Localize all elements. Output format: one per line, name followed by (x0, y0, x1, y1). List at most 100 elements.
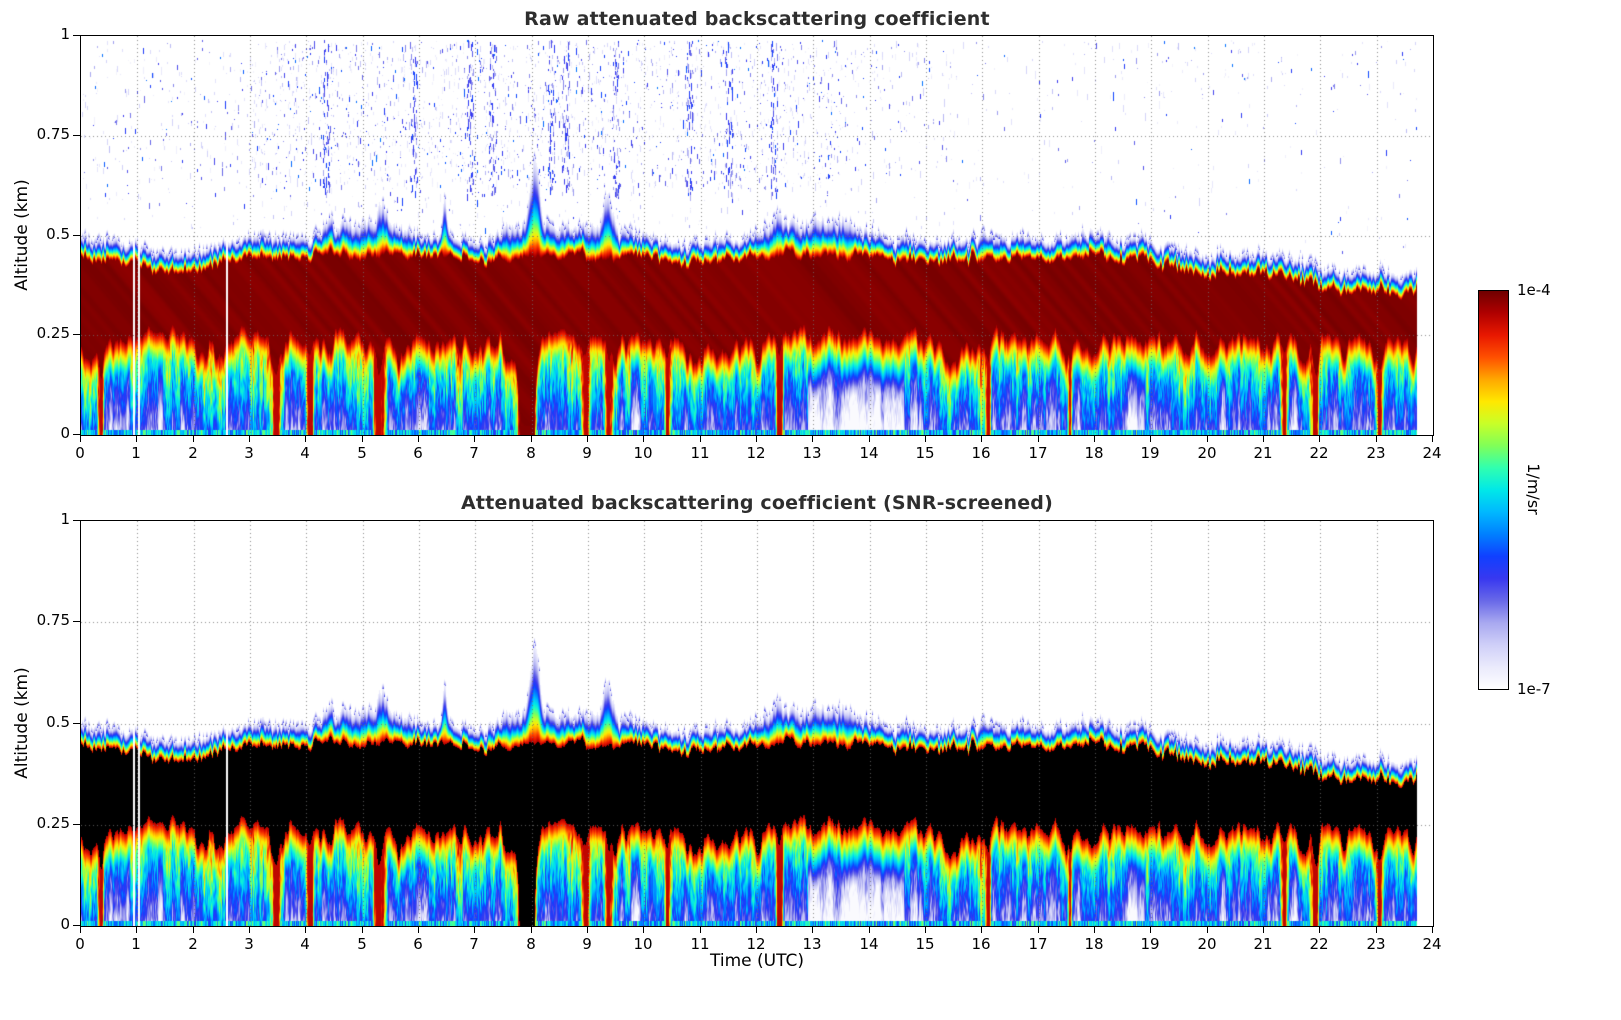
x-tick-mark (1207, 927, 1208, 933)
x-tick-mark (80, 436, 81, 442)
x-tick-label: 13 (802, 444, 822, 462)
y-tick-label: 0.75 (36, 125, 70, 143)
x-tick-label: 16 (971, 444, 991, 462)
x-tick-label: 11 (690, 935, 710, 953)
x-tick-label: 12 (746, 935, 766, 953)
x-tick-mark (587, 927, 588, 933)
x-tick-mark (362, 436, 363, 442)
x-tick-label: 18 (1084, 444, 1104, 462)
x-tick-mark (418, 436, 419, 442)
x-tick-label: 7 (469, 935, 479, 953)
x-tick-label: 15 (915, 935, 935, 953)
x-tick-mark (1150, 927, 1151, 933)
x-tick-mark (812, 927, 813, 933)
x-tick-mark (981, 927, 982, 933)
colorbar-min-label: 1e-7 (1517, 680, 1551, 698)
x-tick-mark (80, 927, 81, 933)
raw-plot-area (80, 35, 1434, 436)
x-tick-label: 13 (802, 935, 822, 953)
x-tick-label: 7 (469, 444, 479, 462)
x-tick-label: 14 (859, 935, 879, 953)
x-tick-label: 4 (300, 444, 310, 462)
x-tick-mark (700, 436, 701, 442)
x-tick-mark (1038, 436, 1039, 442)
colorbar-unit-label: 1/m/sr (1524, 463, 1543, 515)
colorbar (1478, 290, 1509, 690)
x-tick-mark (1207, 436, 1208, 442)
y-tick-mark (73, 35, 80, 36)
x-tick-mark (643, 436, 644, 442)
x-tick-label: 6 (413, 935, 423, 953)
x-tick-mark (193, 436, 194, 442)
x-tick-label: 22 (1309, 935, 1329, 953)
y-tick-label: 0.25 (36, 814, 70, 832)
raw-heatmap-canvas (81, 36, 1433, 435)
x-tick-mark (1319, 436, 1320, 442)
y-tick-mark (73, 621, 80, 622)
x-tick-mark (249, 436, 250, 442)
x-tick-label: 8 (526, 935, 536, 953)
x-tick-mark (136, 927, 137, 933)
x-tick-mark (981, 436, 982, 442)
x-tick-mark (1263, 927, 1264, 933)
x-tick-mark (193, 927, 194, 933)
x-tick-mark (1094, 927, 1095, 933)
x-tick-mark (587, 436, 588, 442)
x-tick-mark (1038, 927, 1039, 933)
y-tick-label: 1 (60, 510, 70, 528)
x-tick-label: 10 (633, 444, 653, 462)
x-tick-label: 9 (582, 444, 592, 462)
x-tick-label: 2 (188, 935, 198, 953)
x-tick-label: 1 (131, 444, 141, 462)
x-tick-mark (474, 927, 475, 933)
x-tick-mark (1150, 436, 1151, 442)
x-tick-mark (305, 436, 306, 442)
x-tick-mark (1432, 436, 1433, 442)
screened-heatmap-canvas (81, 521, 1433, 926)
x-tick-mark (136, 436, 137, 442)
x-tick-mark (700, 927, 701, 933)
x-tick-mark (362, 927, 363, 933)
x-tick-mark (305, 927, 306, 933)
x-tick-label: 4 (300, 935, 310, 953)
y-tick-label: 0 (60, 424, 70, 442)
y-tick-mark (73, 824, 80, 825)
x-tick-mark (249, 927, 250, 933)
x-tick-mark (643, 927, 644, 933)
y-tick-mark (73, 434, 80, 435)
x-tick-label: 3 (244, 444, 254, 462)
y-tick-label: 0.75 (36, 611, 70, 629)
x-tick-mark (925, 927, 926, 933)
x-tick-label: 18 (1084, 935, 1104, 953)
y-tick-label: 0 (60, 915, 70, 933)
x-tick-label: 6 (413, 444, 423, 462)
x-tick-label: 23 (1366, 444, 1386, 462)
x-tick-label: 21 (1253, 444, 1273, 462)
x-tick-label: 3 (244, 935, 254, 953)
x-tick-label: 23 (1366, 935, 1386, 953)
y-tick-mark (73, 723, 80, 724)
x-tick-label: 19 (1140, 935, 1160, 953)
x-tick-label: 15 (915, 444, 935, 462)
x-tick-label: 20 (1197, 444, 1217, 462)
x-tick-label: 0 (75, 444, 85, 462)
x-tick-mark (418, 927, 419, 933)
x-tick-label: 11 (690, 444, 710, 462)
x-tick-mark (531, 436, 532, 442)
y-tick-label: 0.25 (36, 324, 70, 342)
x-tick-label: 19 (1140, 444, 1160, 462)
x-tick-label: 21 (1253, 935, 1273, 953)
x-tick-mark (925, 436, 926, 442)
screened-plot-area (80, 520, 1434, 927)
x-tick-mark (756, 436, 757, 442)
x-tick-label: 22 (1309, 444, 1329, 462)
x-tick-label: 9 (582, 935, 592, 953)
y-tick-mark (73, 135, 80, 136)
x-tick-label: 17 (1028, 935, 1048, 953)
y-tick-label: 0.5 (46, 225, 70, 243)
x-tick-mark (1263, 436, 1264, 442)
x-tick-mark (474, 436, 475, 442)
x-tick-label: 1 (131, 935, 141, 953)
x-tick-mark (1319, 927, 1320, 933)
y-tick-label: 1 (60, 25, 70, 43)
